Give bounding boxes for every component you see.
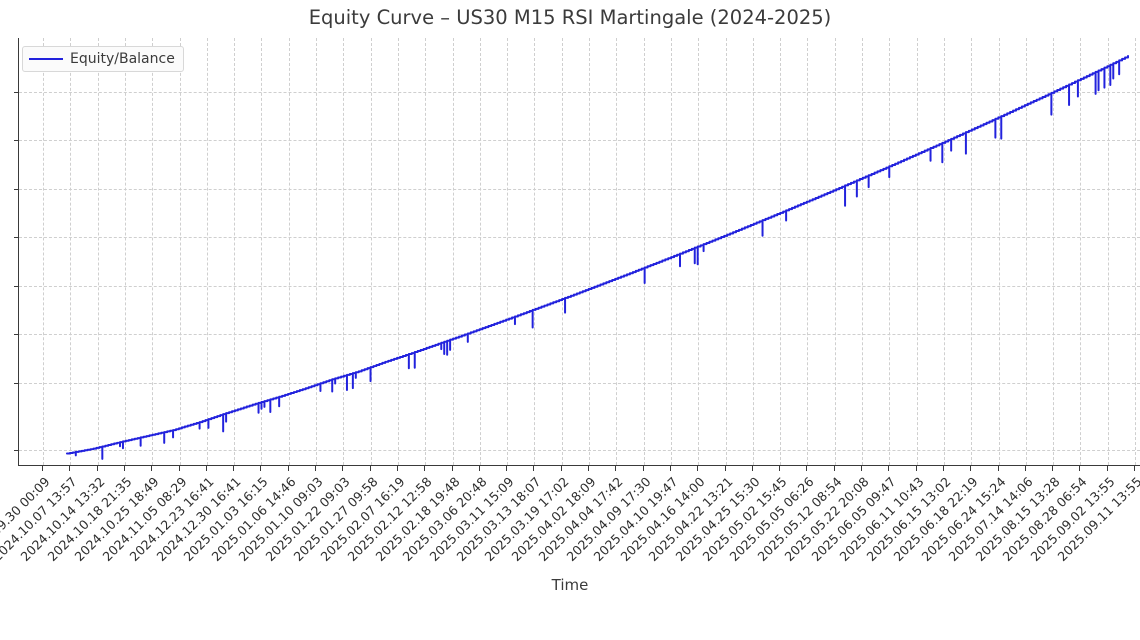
x-tick-mark: [178, 466, 180, 471]
x-tick-mark: [915, 466, 917, 471]
x-tick-mark: [123, 466, 125, 471]
x-tick-mark: [942, 466, 944, 471]
x-tick-mark: [424, 466, 426, 471]
y-tick-mark: [14, 189, 19, 190]
x-tick-mark: [997, 466, 999, 471]
x-tick-mark: [1106, 466, 1108, 471]
x-tick-mark: [151, 466, 153, 471]
x-tick-mark: [1024, 466, 1026, 471]
x-tick-mark: [1052, 466, 1054, 471]
y-axis: 00000000: [0, 38, 19, 468]
x-tick-mark: [260, 466, 262, 471]
x-tick-mark: [888, 466, 890, 471]
x-tick-mark: [1079, 466, 1081, 471]
equity-line: [65, 55, 1130, 460]
page-title: Equity Curve – US30 M15 RSI Martingale (…: [308, 6, 832, 29]
x-tick-mark: [724, 466, 726, 471]
x-tick-mark: [806, 466, 808, 471]
x-tick-mark: [451, 466, 453, 471]
x-tick-mark: [42, 466, 43, 471]
x-tick-mark: [560, 466, 562, 471]
x-tick-mark: [533, 466, 535, 471]
x-tick-mark: [779, 466, 781, 471]
legend-item-label: Equity/Balance: [70, 51, 175, 67]
x-tick-mark: [233, 466, 235, 471]
x-tick-mark: [970, 466, 972, 471]
y-tick-mark: [14, 334, 19, 335]
y-tick-mark: [14, 140, 19, 141]
x-tick-mark: [96, 466, 98, 471]
x-tick-mark: [315, 466, 316, 471]
x-tick-mark: [697, 466, 699, 471]
chart-legend[interactable]: Equity/Balance: [22, 46, 184, 72]
y-tick-mark: [14, 92, 19, 93]
x-axis-title: Time: [551, 576, 589, 594]
x-tick-mark: [588, 466, 589, 471]
y-tick-mark: [14, 237, 19, 238]
x-tick-mark: [478, 466, 480, 471]
x-tick-mark: [861, 466, 862, 471]
x-tick-mark: [1134, 466, 1135, 471]
equity-series: [19, 38, 1140, 465]
plot-area: [18, 38, 1140, 466]
x-tick-mark: [506, 466, 508, 471]
x-tick-mark: [342, 466, 344, 471]
legend-line-swatch: [29, 58, 63, 60]
x-axis: 2024.09.30 00:09 2024.10.07 13:57 2024.10.…: [0, 466, 1140, 640]
x-tick-mark: [833, 466, 835, 471]
x-tick-mark: [369, 466, 371, 471]
x-tick-mark: [615, 466, 617, 471]
x-tick-mark: [669, 466, 671, 471]
y-tick-mark: [14, 286, 19, 287]
x-tick-mark: [642, 466, 644, 471]
x-tick-mark: [396, 466, 398, 471]
x-tick-mark: [205, 466, 207, 471]
x-tick-mark: [69, 466, 71, 471]
y-tick-mark: [14, 450, 19, 451]
x-tick-mark: [287, 466, 289, 471]
y-tick-mark: [14, 383, 19, 384]
x-tick-mark: [751, 466, 753, 471]
